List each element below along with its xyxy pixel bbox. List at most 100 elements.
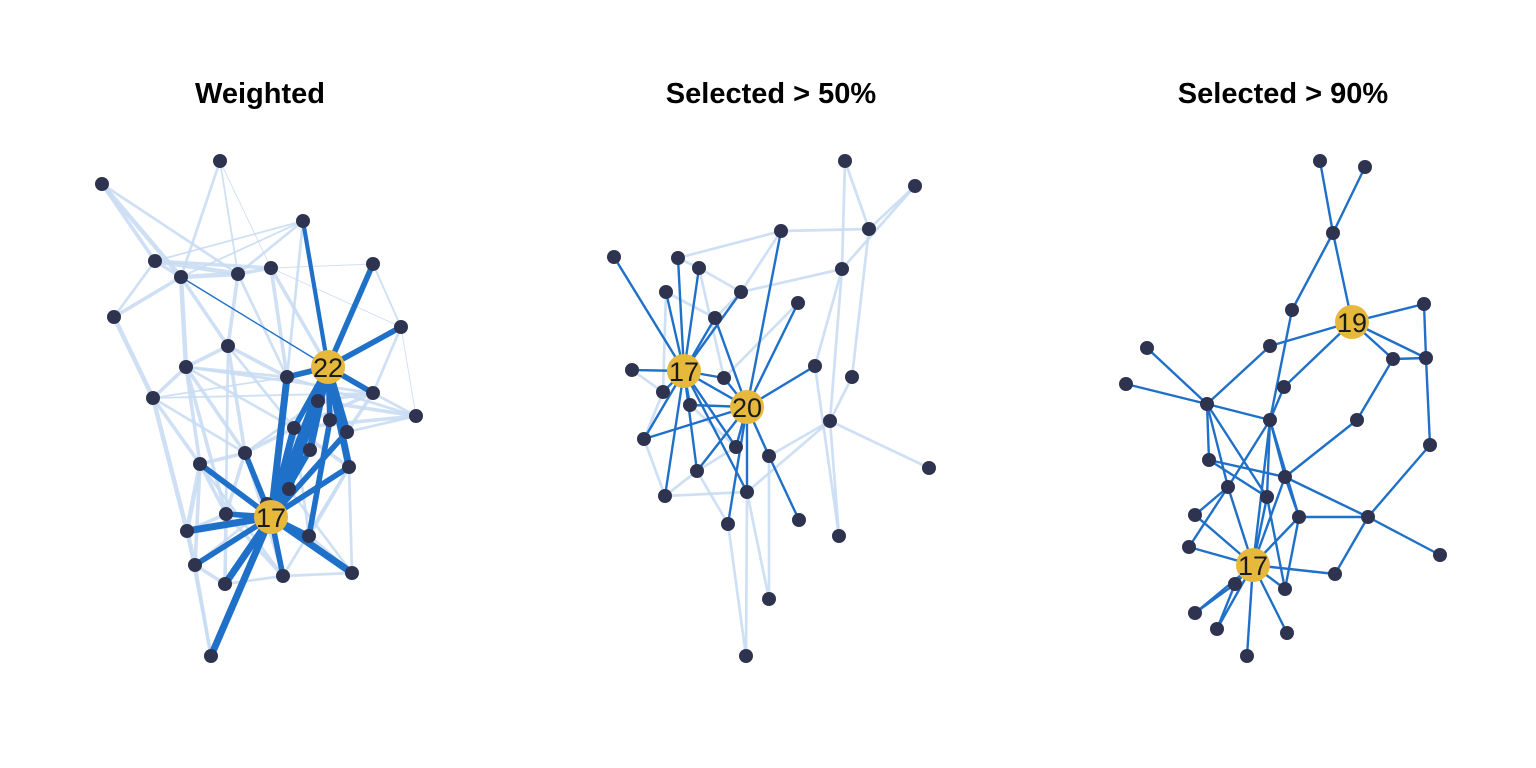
network-node (692, 261, 706, 275)
weak-edge (661, 290, 668, 394)
network-node (729, 440, 743, 454)
network-node (762, 592, 776, 606)
weak-edge (345, 391, 375, 434)
network-node (734, 285, 748, 299)
network-node (671, 251, 685, 265)
network-node (213, 154, 227, 168)
strong-edge (1124, 382, 1209, 406)
nodes (95, 154, 423, 663)
strong-edges (1124, 159, 1442, 658)
network-node (862, 222, 876, 236)
panel-title-selected-90: Selected > 90% (1178, 78, 1389, 110)
network-node (658, 489, 672, 503)
weak-edge (151, 396, 202, 466)
weak-edge (663, 490, 749, 498)
weak-edge (150, 395, 190, 534)
network-node (792, 513, 806, 527)
network-node (717, 371, 731, 385)
network-node (340, 425, 354, 439)
weak-edge (153, 259, 273, 270)
hub-node-17 (1236, 548, 1270, 582)
weak-edge (112, 259, 157, 319)
network-node (204, 649, 218, 663)
strong-edge (1193, 485, 1230, 517)
network-node (193, 457, 207, 471)
network-node (607, 250, 621, 264)
strong-edge (1207, 458, 1287, 479)
strong-edge (1205, 402, 1272, 422)
network-node (637, 432, 651, 446)
network-node (302, 529, 316, 543)
weak-edge (281, 465, 351, 578)
nodes (607, 154, 936, 663)
weak-edge (184, 344, 230, 369)
weak-edge (664, 290, 717, 320)
network-node (1328, 567, 1342, 581)
network-node (1182, 540, 1196, 554)
network-node (345, 566, 359, 580)
network-node (656, 385, 670, 399)
hub-label-20: 20 (732, 393, 762, 423)
weak-edge (154, 220, 304, 262)
strong-edge (1366, 443, 1432, 519)
strong-edge (745, 229, 783, 409)
nodes (1119, 154, 1447, 663)
network-node (366, 257, 380, 271)
network-node (219, 507, 233, 521)
network-node (1240, 649, 1254, 663)
network-node (1285, 303, 1299, 317)
network-node (1292, 510, 1306, 524)
strong-edge (1145, 346, 1209, 406)
weak-edge (100, 182, 240, 276)
network-node (791, 296, 805, 310)
network-node (690, 464, 704, 478)
strong-edges (180, 218, 404, 660)
weak-edge (219, 160, 272, 269)
network-node (762, 449, 776, 463)
network-node (296, 214, 310, 228)
strong-edge (726, 405, 749, 526)
strong-edge (1283, 418, 1359, 479)
network-node (1280, 626, 1294, 640)
network-node (1200, 397, 1214, 411)
weak-edge (219, 160, 239, 275)
network-node (1202, 453, 1216, 467)
panel-title-weighted: Weighted (195, 78, 325, 110)
network-node (1263, 339, 1277, 353)
weak-edge (236, 219, 305, 276)
hub-label-22: 22 (313, 353, 343, 383)
weak-edge (178, 271, 241, 280)
weak-edge (285, 219, 305, 379)
network-node (1278, 470, 1292, 484)
strong-edge (1422, 302, 1428, 360)
network-node (659, 285, 673, 299)
network-node (845, 370, 859, 384)
panel-weighted: Weighted 22 17 (95, 78, 423, 663)
network-node (174, 270, 188, 284)
strong-edge (1283, 475, 1301, 519)
hub-label-17: 17 (1238, 551, 1268, 581)
weak-edge (179, 159, 222, 279)
network-node (218, 577, 232, 591)
strong-edge (324, 363, 353, 471)
strong-edge (1205, 402, 1269, 499)
hub-node-19 (1335, 305, 1369, 339)
strong-edge (1215, 582, 1237, 631)
weak-edge (828, 419, 931, 470)
weak-edge (184, 365, 375, 395)
weak-edge (184, 365, 247, 455)
weak-edge (180, 220, 304, 278)
weak-edge (371, 391, 418, 418)
strong-edge (268, 429, 350, 520)
network-node (1221, 480, 1235, 494)
hub-node-17 (667, 354, 701, 388)
strong-edge (642, 405, 749, 441)
network-node (721, 517, 735, 531)
network-node (366, 386, 380, 400)
hub-label-17: 17 (669, 357, 699, 387)
weak-edge (151, 365, 188, 400)
network-node (1119, 377, 1133, 391)
network-node (1188, 508, 1202, 522)
network-node (188, 558, 202, 572)
